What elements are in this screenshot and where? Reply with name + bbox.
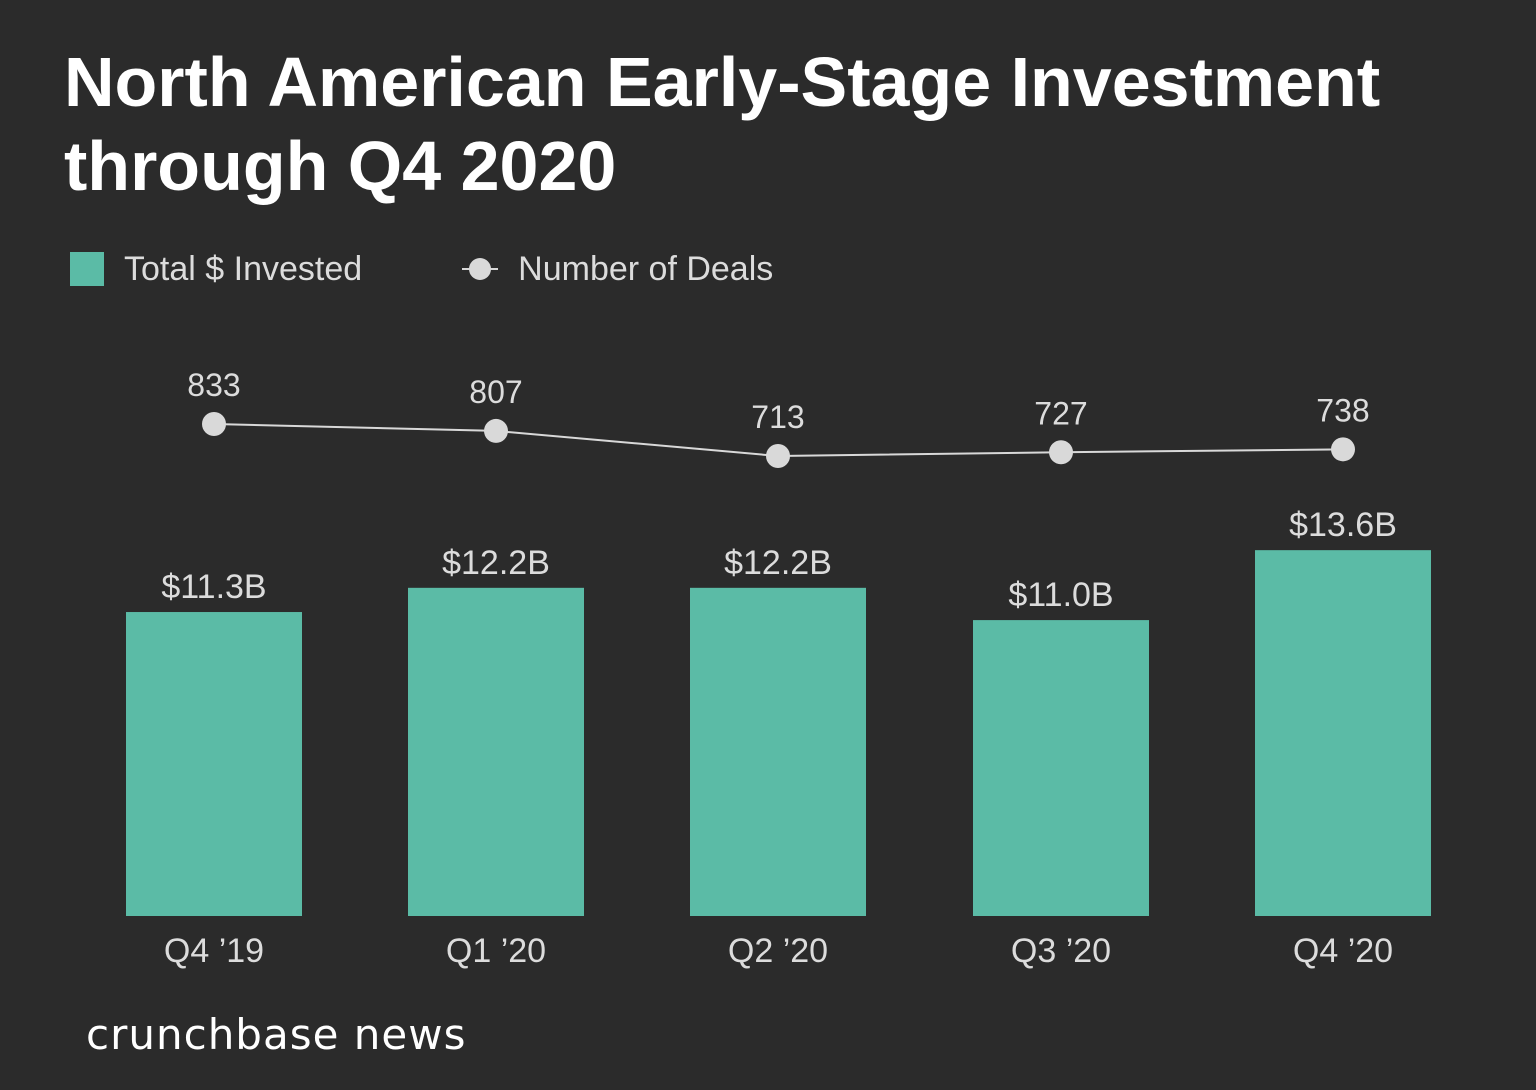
- bar-value-label-2: $12.2B: [724, 544, 832, 582]
- bar-1: [408, 587, 584, 916]
- deals-point-0: [202, 412, 226, 436]
- category-label-2: Q2 ’20: [728, 932, 828, 970]
- category-label-4: Q4 ’20: [1293, 932, 1393, 970]
- deals-value-label-4: 738: [1316, 392, 1369, 428]
- deals-point-1: [484, 418, 508, 443]
- bar-value-label-1: $12.2B: [442, 544, 550, 582]
- deals-value-label-0: 833: [187, 367, 240, 403]
- bar-3: [973, 620, 1149, 916]
- deals-value-label-2: 713: [751, 399, 804, 435]
- legend-label-total-invested: Total $ Invested: [124, 249, 363, 288]
- bar-4: [1255, 550, 1431, 916]
- chart-title: North American Early-Stage Investment th…: [64, 43, 1381, 205]
- legend-item-total-invested: Total $ Invested: [70, 250, 362, 289]
- legend: Total $ Invested Number of Deals: [70, 246, 773, 292]
- deals-point-2: [766, 444, 790, 469]
- deals-point-3: [1049, 440, 1073, 465]
- bar-value-label-3: $11.0B: [1008, 576, 1113, 614]
- deals-value-label-1: 807: [469, 374, 522, 410]
- legend-label-number-of-deals: Number of Deals: [518, 249, 774, 288]
- bar-value-label-4: $13.6B: [1289, 506, 1397, 544]
- legend-item-number-of-deals: Number of Deals: [462, 250, 773, 289]
- legend-bar-swatch: [70, 252, 104, 286]
- deals-point-4: [1331, 437, 1355, 462]
- category-label-3: Q3 ’20: [1011, 932, 1111, 970]
- category-label-0: Q4 ’19: [164, 932, 264, 970]
- bar-0: [126, 612, 302, 916]
- bar-value-label-0: $11.3B: [161, 568, 266, 606]
- bar-2: [690, 587, 866, 916]
- deals-value-label-3: 727: [1034, 395, 1087, 431]
- crunchbase-news-logo: crunchbase news: [86, 1010, 467, 1059]
- legend-line-swatch: [462, 252, 499, 286]
- category-label-1: Q1 ’20: [446, 932, 546, 970]
